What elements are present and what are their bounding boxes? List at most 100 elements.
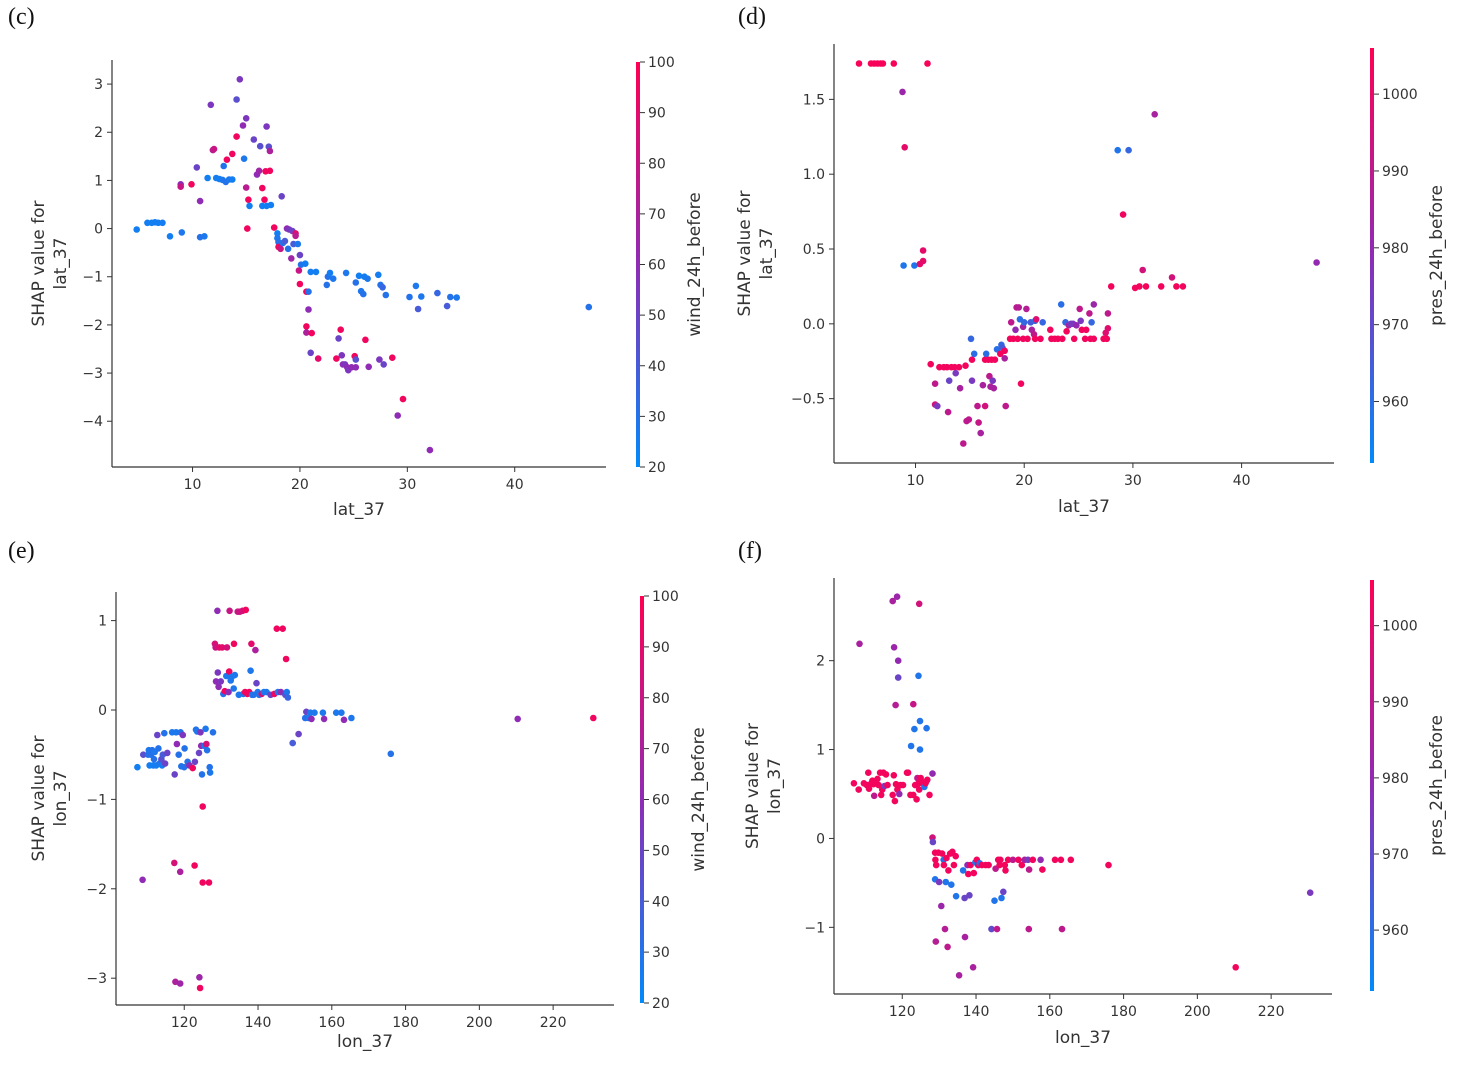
data-point [239,122,247,129]
data-point [288,255,295,262]
data-point [935,878,943,886]
data-point [975,419,982,426]
colorbar-tick-label: 40 [648,359,666,375]
data-point [447,293,454,301]
data-point [406,293,413,301]
data-point [295,730,302,738]
x-tick-label: 120 [889,1004,916,1020]
data-point [968,356,976,364]
data-point [961,894,968,902]
data-point [284,694,292,701]
x-tick-label: 10 [907,473,925,489]
panel-label: (f) [738,538,762,564]
data-point [1067,856,1075,864]
data-point [338,709,345,716]
data-point [991,897,998,904]
data-point [1151,111,1158,118]
data-point [952,852,959,860]
x-axis-label: lat_37 [1058,497,1110,517]
data-point [352,364,360,371]
y-tick-label: 1.5 [803,92,825,108]
data-point [171,859,178,867]
colorbar-tick-label: 1000 [1382,87,1418,103]
data-point [894,657,902,664]
data-point [338,352,346,359]
data-point [226,607,233,615]
data-point [1058,925,1066,933]
data-point [426,446,434,454]
data-point [965,416,973,423]
scatter-chart: 10 20 30 40 −4 −3 −2 −1 0 1 2 3 lat_37 SHAP value for… [29,55,705,520]
data-point [899,781,907,789]
data-point [1014,335,1021,343]
data-point [932,938,940,945]
data-point [1015,856,1022,864]
data-point [387,750,395,758]
data-point [284,245,292,253]
data-point [1306,889,1314,896]
data-point [308,715,315,723]
data-point [916,717,924,725]
data-point [252,646,259,654]
data-point [362,336,369,344]
data-point [196,974,203,981]
data-point [292,232,299,240]
x-axis-label: lon_37 [1055,1028,1111,1048]
data-point [188,181,195,188]
data-point [911,725,918,733]
data-point [850,780,858,787]
data-point [229,150,236,158]
scatter-chart: 10 20 30 40 −0.5 0.0 0.5 1.0 1.5 lat_37 SHAP value… [735,44,1447,517]
data-point [988,925,995,933]
data-point [206,763,213,771]
panel-label: (c) [8,4,35,30]
data-point [924,776,931,784]
data-point [884,781,891,789]
data-point [1139,266,1146,274]
data-point [870,792,878,800]
data-point [311,709,318,716]
data-point [877,791,885,799]
data-point [942,878,950,886]
colorbar-tick-label: 80 [652,691,670,707]
y-tick-label: 3 [94,77,103,93]
data-point [270,224,278,231]
data-point [342,269,350,277]
data-point [266,147,274,155]
data-point [932,861,940,869]
data-point [945,377,953,385]
data-point [204,174,211,182]
data-point [944,408,952,416]
data-point [329,275,337,283]
data-point [856,640,863,648]
data-point [319,709,327,716]
data-point [943,854,950,862]
data-point [997,856,1004,864]
data-point [514,715,521,723]
data-point [1057,856,1065,864]
data-point [969,964,977,971]
y-tick-label: −1 [804,920,825,936]
data-point [1047,326,1054,334]
data-point [278,193,286,200]
data-point [896,790,903,798]
data-point [1000,888,1007,896]
scatter-chart: 120 140 160 180 200 220 −1 0 1 2 lon_37 SHAP value … [743,578,1447,1048]
data-point [1024,856,1032,864]
data-point [855,786,862,793]
data-point [203,746,211,754]
data-point [283,688,291,696]
data-point [977,429,984,437]
data-point [380,361,388,368]
data-point [1142,283,1150,290]
data-points [134,606,597,992]
data-point [1001,355,1008,362]
data-point [955,972,963,979]
y-tick-label: 0 [98,703,107,719]
data-point [1136,283,1143,290]
data-point [375,271,382,279]
data-point [253,679,260,687]
data-point [175,751,182,758]
data-point [1076,305,1083,313]
y-axis-label: SHAP value for lon_37 [743,723,785,849]
